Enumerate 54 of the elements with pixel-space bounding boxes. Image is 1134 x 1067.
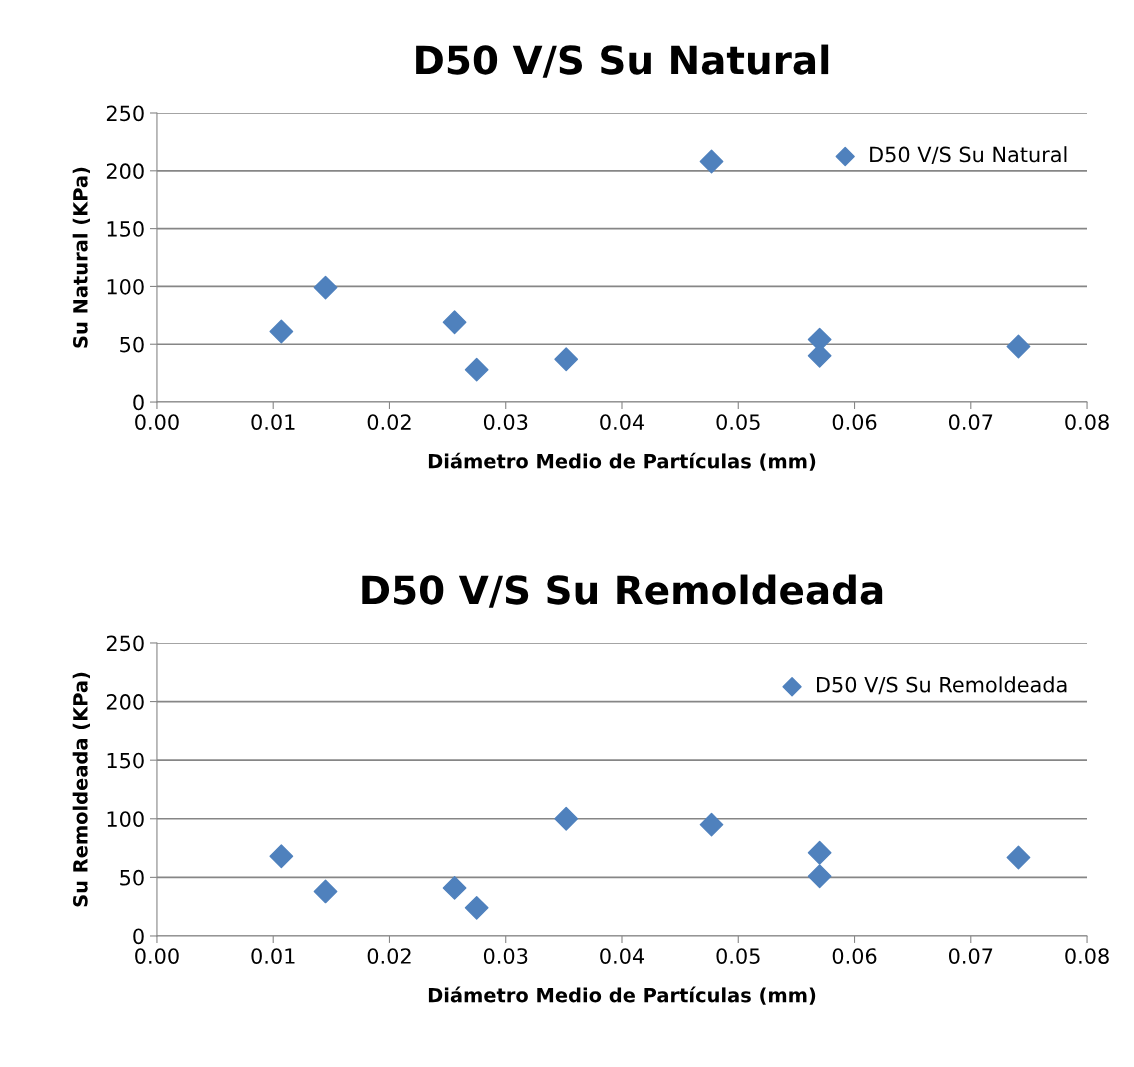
point [464, 895, 489, 920]
legend-label: D50 V/S Su Remoldeada [817, 676, 1067, 695]
y-tick-label: 250 [106, 635, 144, 652]
y-axis-title: Su Remoldeada (KPa) [72, 672, 91, 907]
point [442, 876, 467, 900]
x-tick-label: 0.02 [367, 948, 411, 964]
point [807, 840, 832, 865]
x-tick-label: 0.01 [251, 414, 295, 430]
x-axis-title: Diámetro Medio de Partículas (mm) [428, 986, 816, 1005]
y-tick-label: 50 [120, 869, 144, 886]
x-tick-label: 0.03 [483, 948, 528, 964]
y-tick-label: 0 [133, 928, 144, 945]
y-tick-label: 100 [107, 278, 144, 295]
point [1006, 845, 1031, 870]
x-tick-label: 0.01 [251, 948, 295, 964]
y-tick-label: 0 [133, 394, 144, 411]
y-tick-label: 250 [106, 105, 144, 122]
point [313, 879, 338, 904]
x-tick-label: 0.06 [832, 414, 877, 430]
chart-title: D50 V/S Su Remoldeada [362, 574, 883, 608]
x-tick-label: 0.00 [135, 948, 179, 964]
x-axis-title: Diámetro Medio de Partículas (mm) [428, 452, 816, 471]
y-tick-label: 150 [107, 221, 144, 237]
x-tick-label: 0.03 [483, 414, 528, 430]
point [269, 319, 294, 344]
x-tick-label: 0.04 [600, 414, 645, 430]
point [699, 149, 724, 174]
x-tick-label: 0.08 [1065, 414, 1109, 430]
point [442, 310, 467, 335]
x-tick-label: 0.07 [948, 948, 993, 964]
chart-title: D50 V/S Su Natural [416, 44, 829, 78]
x-tick-label: 0.06 [832, 948, 877, 964]
x-tick-label: 0.07 [948, 414, 993, 430]
x-tick-label: 0.05 [716, 414, 760, 430]
x-tick-label: 0.04 [600, 948, 645, 964]
x-tick-label: 0.05 [716, 948, 760, 964]
y-tick-label: 100 [107, 811, 144, 827]
point [313, 275, 338, 300]
point [554, 347, 579, 372]
point [464, 357, 489, 382]
x-tick-label: 0.02 [367, 414, 411, 430]
point [269, 844, 294, 869]
point [554, 806, 579, 831]
point [1006, 334, 1031, 359]
point [807, 864, 832, 889]
y-tick-label: 150 [107, 752, 144, 769]
point [699, 812, 724, 837]
y-tick-label: 200 [106, 163, 144, 180]
x-tick-label: 0.08 [1065, 948, 1109, 964]
y-tick-label: 200 [106, 694, 144, 710]
x-tick-label: 0.00 [135, 414, 179, 430]
legend-label: D50 V/S Su Natural [870, 146, 1067, 164]
y-tick-label: 50 [120, 336, 144, 353]
y-axis-title: Su Natural (KPa) [72, 167, 91, 348]
